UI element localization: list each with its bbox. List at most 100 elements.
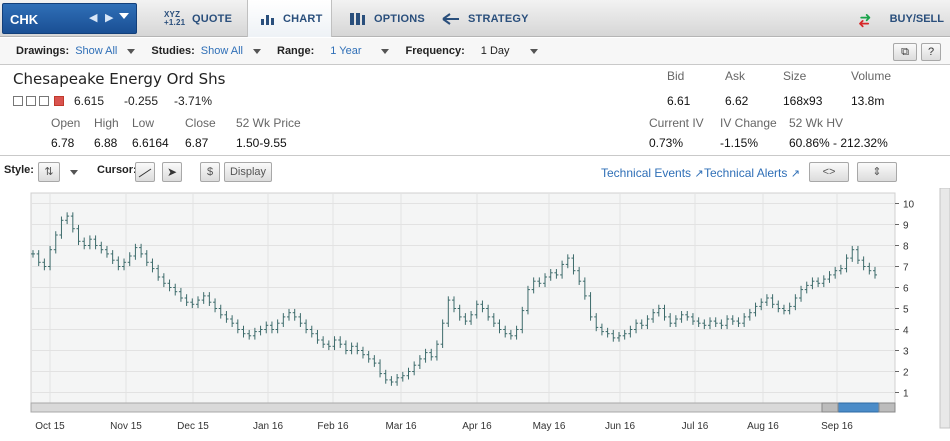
scrollbar-handle-left[interactable] — [821, 402, 839, 413]
ohlc-bar — [634, 319, 639, 334]
vertical-scrollbar[interactable] — [939, 187, 950, 429]
ohlc-bar — [184, 294, 189, 306]
chevron-down-icon — [127, 48, 136, 54]
ohlc-bar — [651, 308, 656, 323]
ohlc-bar — [258, 325, 263, 336]
studies-value: Show All — [200, 45, 243, 57]
size-label: Size — [783, 69, 807, 83]
next-symbol-icon[interactable]: ▶ — [105, 12, 114, 24]
chart-scrollbar[interactable] — [30, 402, 896, 413]
drawings-label: Drawings: — [16, 45, 70, 57]
ohlc-bar — [326, 340, 331, 351]
high-value: 6.88 — [94, 136, 118, 150]
ohlc-bar — [480, 300, 485, 313]
ohlc-bar — [446, 296, 451, 327]
y-tick-label: 3 — [903, 347, 909, 358]
tab-quote-label: QUOTE — [192, 12, 233, 25]
tab-chart[interactable]: CHART — [247, 0, 332, 37]
tab-options[interactable]: OPTIONS — [350, 0, 440, 37]
tab-strategy[interactable]: STRATEGY — [442, 0, 542, 37]
ohlc-bar — [508, 329, 513, 340]
tab-options-label: OPTIONS — [374, 12, 425, 25]
options-icon — [350, 12, 365, 25]
price-chart[interactable]: 1 2 3 4 5 6 7 8 9 10 Oct 15 Nov 15 Dec 15 Jan 16 Feb … — [0, 187, 950, 438]
dollar-label: $ — [206, 166, 214, 178]
open-label: Open — [51, 116, 81, 130]
expand-horizontal-button[interactable]: <> — [809, 162, 849, 182]
ohlc-bar — [622, 329, 627, 340]
ohlc-bar — [247, 329, 252, 340]
ohlc-bar — [269, 321, 274, 334]
ohlc-bar — [696, 317, 701, 327]
frequency-label: Frequency: — [405, 45, 465, 57]
display-button[interactable]: Display — [224, 162, 272, 182]
ohlc-bar — [656, 304, 661, 317]
tab-strategy-label: STRATEGY — [468, 12, 529, 25]
hv-label: 52 Wk HV — [789, 116, 844, 130]
y-tick-label: 1 — [903, 389, 909, 400]
cursor-line-button[interactable] — [135, 162, 155, 182]
drawings-dropdown[interactable]: Drawings: Show All — [16, 45, 136, 57]
collapse-icon[interactable] — [13, 96, 23, 106]
dollar-button[interactable]: $ — [200, 162, 220, 182]
ohlc-bar — [690, 313, 695, 325]
chart-link-icon[interactable] — [26, 96, 36, 106]
frequency-value: 1 Day — [480, 45, 510, 57]
external-link-icon: ↗ — [790, 168, 800, 180]
ohlc-bar — [104, 245, 109, 258]
chevron-down-icon — [253, 48, 261, 54]
ohlc-bar — [417, 355, 422, 369]
technical-alerts-link[interactable]: Technical Alerts ↗ — [704, 166, 800, 180]
close-value: 6.87 — [185, 136, 209, 150]
expand-vertical-button[interactable]: ⇕ — [857, 162, 897, 182]
ohlc-bar — [503, 325, 508, 338]
price-chart-svg[interactable]: 1 2 3 4 5 6 7 8 9 10 Oct 15 Nov 15 Dec 15 Jan 16 Feb … — [0, 187, 950, 438]
symbol-dropdown-icon[interactable] — [119, 13, 129, 19]
ohlc-bar — [201, 292, 206, 304]
technical-events-link[interactable]: Technical Events ↗ — [601, 166, 704, 180]
help-button[interactable]: ? — [921, 43, 941, 61]
ohlc-bar — [65, 212, 70, 225]
chevron-down-icon[interactable] — [70, 170, 78, 175]
ohlc-bar — [855, 245, 860, 264]
ohlc-bar — [662, 304, 667, 321]
studies-dropdown[interactable]: Studies: Show All — [151, 45, 261, 57]
price-change-pct: -3.71% — [174, 94, 213, 108]
ohlc-bar — [736, 317, 741, 327]
cursor-pointer-button[interactable]: ➤ — [162, 162, 182, 182]
frequency-dropdown[interactable]: Frequency: 1 Day — [405, 45, 538, 57]
chart-settings-toolbar: Drawings: Show All Studies: Show All Ran… — [0, 38, 950, 65]
ohlc-bar — [543, 273, 548, 288]
x-axis: Oct 15 Nov 15 Dec 15 Jan 16 Feb 16 Mar 16 Apr … — [35, 421, 853, 432]
ohlc-bar — [360, 346, 365, 359]
buy-sell-button[interactable]: ➜ ➜ BUY/SELL — [858, 0, 944, 37]
ohlc-bar — [252, 327, 257, 340]
display-label: Display — [229, 166, 267, 178]
scrollbar-handle-right[interactable] — [878, 402, 896, 413]
ohlc-bar — [628, 325, 633, 338]
strategy-icon — [442, 12, 459, 25]
ohlc-bar — [616, 332, 621, 342]
style-label: Style: — [4, 164, 34, 176]
prev-symbol-icon[interactable]: ◀ — [89, 12, 98, 24]
document-icon[interactable] — [39, 96, 49, 106]
alert-flag-icon[interactable] — [54, 96, 64, 106]
ohlc-bar — [713, 317, 718, 327]
ohlc-bar — [116, 256, 121, 271]
technical-alerts-label: Technical Alerts — [704, 166, 788, 180]
ohlc-bar — [588, 292, 593, 321]
symbol-selector[interactable]: CHK ◀ ▶ — [2, 3, 137, 34]
company-name: Chesapeake Energy Ord Shs — [13, 70, 226, 88]
x-tick-label: Jan 16 — [253, 421, 283, 432]
ohlc-bar — [565, 254, 570, 269]
chart-style-button[interactable]: ⇅ — [38, 162, 60, 182]
ohlc-bar — [821, 275, 826, 288]
ohlc-bar — [645, 315, 650, 330]
tab-quote[interactable]: XYZ +1.21 QUOTE — [160, 0, 245, 37]
range-dropdown[interactable]: Range: 1 Year — [277, 45, 390, 57]
ohlc-bar — [861, 256, 866, 271]
low-label: Low — [132, 116, 155, 130]
ohlc-bar — [560, 260, 565, 279]
popout-window-button[interactable]: ⧉ — [893, 43, 917, 61]
ohlc-bar — [400, 371, 405, 382]
